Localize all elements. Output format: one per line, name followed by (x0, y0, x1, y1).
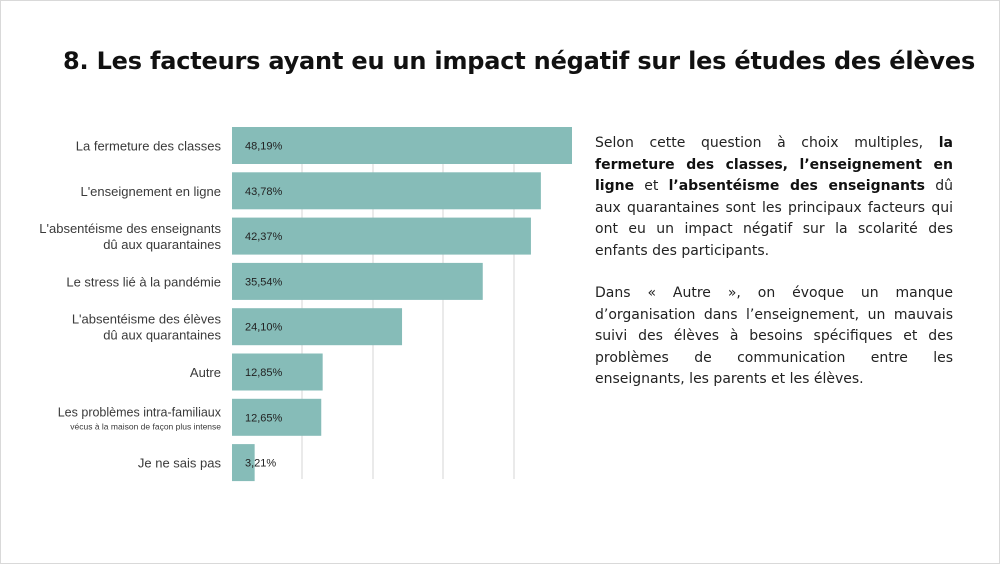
category-label: L'enseignement en ligne (80, 184, 221, 199)
category-label: Autre (190, 365, 221, 380)
category-label: L'absentéisme des enseignants (39, 221, 221, 236)
bar (232, 262, 483, 300)
category-sublabel: dû aux quarantaines (103, 237, 221, 252)
value-label: 48,19% (245, 141, 283, 153)
description-text: et (634, 178, 669, 194)
bar (232, 127, 572, 164)
category-sublabel: vécus à la maison de façon plus intense (70, 421, 221, 431)
page-title: 8. Les facteurs ayant eu un impact négat… (63, 47, 976, 75)
value-label: 12,65% (245, 412, 283, 424)
description-emphasis: l’absentéisme des enseignants (668, 178, 926, 194)
value-label: 3,21% (245, 458, 276, 470)
bar (232, 217, 531, 255)
value-label: 42,37% (245, 231, 283, 243)
bar (232, 398, 322, 436)
category-label: Les problèmes intra-familiaux (58, 405, 222, 419)
bar (232, 444, 255, 482)
category-label: L'absentéisme des élèves (72, 312, 222, 327)
description-text: dû aux quarantaines sont les principaux … (595, 178, 953, 259)
value-label: 43,78% (245, 186, 283, 198)
bar (232, 308, 403, 346)
description-paragraph-1: Selon cette question à choix multiples, … (595, 133, 953, 262)
bar (232, 172, 541, 210)
category-sublabel: dû aux quarantaines (103, 328, 221, 343)
description-paragraph-2: Dans « Autre », on évoque un manque d’or… (595, 285, 953, 387)
value-label: 35,54% (245, 276, 283, 288)
bar (232, 353, 323, 391)
category-label: Je ne sais pas (138, 456, 222, 471)
value-label: 12,85% (245, 367, 283, 379)
category-label: La fermeture des classes (76, 139, 222, 154)
value-label: 24,10% (245, 322, 283, 334)
bar-chart: 48,19% La fermeture des classes 43,78% L'en… (39, 127, 572, 482)
description: Selon cette question à choix multiples, … (595, 133, 953, 412)
description-text: Selon cette question à choix multiples, (595, 135, 939, 151)
description-emphasis: la fermeture des classes, l’enseignement… (595, 135, 953, 194)
category-label: Le stress lié à la pandémie (66, 274, 221, 289)
